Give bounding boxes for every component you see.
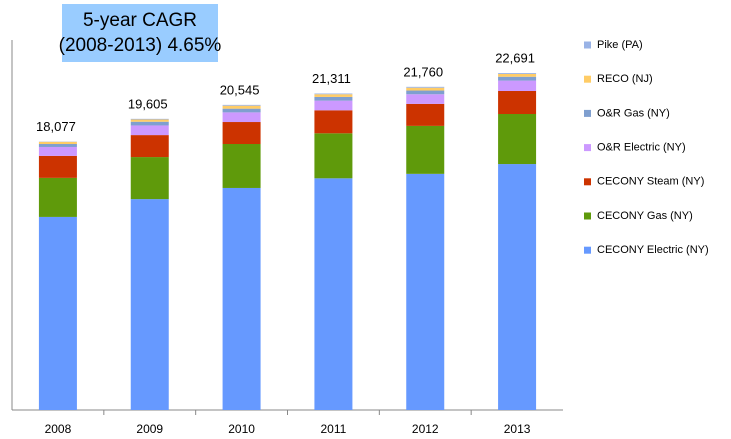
bar-segment (498, 114, 537, 165)
bar-segment (498, 90, 537, 115)
bar-segment (406, 103, 445, 126)
total-label: 19,605 (128, 96, 168, 111)
bar-segment (314, 133, 353, 179)
bar-segment (38, 177, 77, 217)
bar-segment (314, 110, 353, 134)
total-label: 21,311 (312, 71, 351, 86)
bar-segment (222, 112, 261, 123)
legend-label: CECONY Steam (NY) (597, 176, 704, 188)
legend-swatch (584, 246, 591, 254)
total-label: 21,760 (403, 64, 443, 79)
bar-segment (222, 105, 261, 109)
bar-segment (130, 118, 169, 120)
legend-label: CECONY Electric (NY) (597, 244, 709, 256)
bar-segment (406, 87, 445, 91)
cagr-line: (2008-2013) 4.65% (59, 35, 222, 56)
bar-segment (130, 157, 169, 200)
legend-label: O&R Electric (NY) (597, 142, 686, 154)
bar-segment (222, 104, 261, 106)
bar-segment (314, 94, 353, 97)
bar-segment (498, 164, 537, 410)
cagr-box (62, 4, 218, 62)
bar-segment (406, 86, 445, 88)
legend-label: O&R Gas (NY) (597, 107, 670, 119)
bar-segment (314, 178, 353, 410)
bar-segment (314, 93, 353, 95)
bar-segment (314, 96, 353, 101)
bar-segment (222, 187, 261, 410)
legend-swatch (584, 144, 591, 152)
legend-swatch (584, 212, 591, 220)
bar-segment (38, 216, 77, 410)
cagr-line: 5-year CAGR (83, 10, 197, 31)
x-tick-label: 2008 (45, 422, 72, 436)
legend-swatch (584, 109, 591, 117)
legend-swatch (584, 75, 591, 83)
bar-segment (38, 146, 77, 156)
bar-segment (498, 73, 537, 74)
x-tick-label: 2011 (321, 422, 347, 436)
legend-label: CECONY Gas (NY) (597, 210, 693, 222)
legend-swatch (584, 41, 591, 49)
bar-segment (406, 173, 445, 410)
bar-segment (406, 90, 445, 95)
total-label: 18,077 (36, 119, 76, 134)
bar-segment (222, 144, 261, 188)
bar-segment (314, 100, 353, 111)
bar-segment (130, 121, 169, 126)
bar-segment (222, 108, 261, 113)
total-label: 20,545 (220, 82, 260, 97)
bar-segment (38, 141, 77, 145)
bar-segment (130, 199, 169, 410)
total-label: 22,691 (495, 50, 535, 65)
bar-segment (498, 76, 537, 81)
bar-segment (498, 80, 537, 91)
legend-label: Pike (PA) (597, 39, 643, 51)
bar-segment (222, 122, 261, 145)
bar-segment (498, 73, 537, 77)
bar-segment (130, 135, 169, 158)
legend-swatch (584, 178, 591, 186)
x-tick-label: 2010 (228, 422, 255, 436)
x-tick-label: 2013 (504, 422, 531, 436)
legend-label: RECO (NJ) (597, 73, 653, 85)
x-tick-label: 2009 (136, 422, 163, 436)
bar-segment (406, 94, 445, 104)
x-tick-label: 2012 (412, 422, 439, 436)
bar-segment (38, 144, 77, 147)
bar-segment (38, 155, 77, 178)
bar-segment (130, 125, 169, 136)
bar-segment (406, 125, 445, 174)
bar-segment (130, 119, 169, 122)
